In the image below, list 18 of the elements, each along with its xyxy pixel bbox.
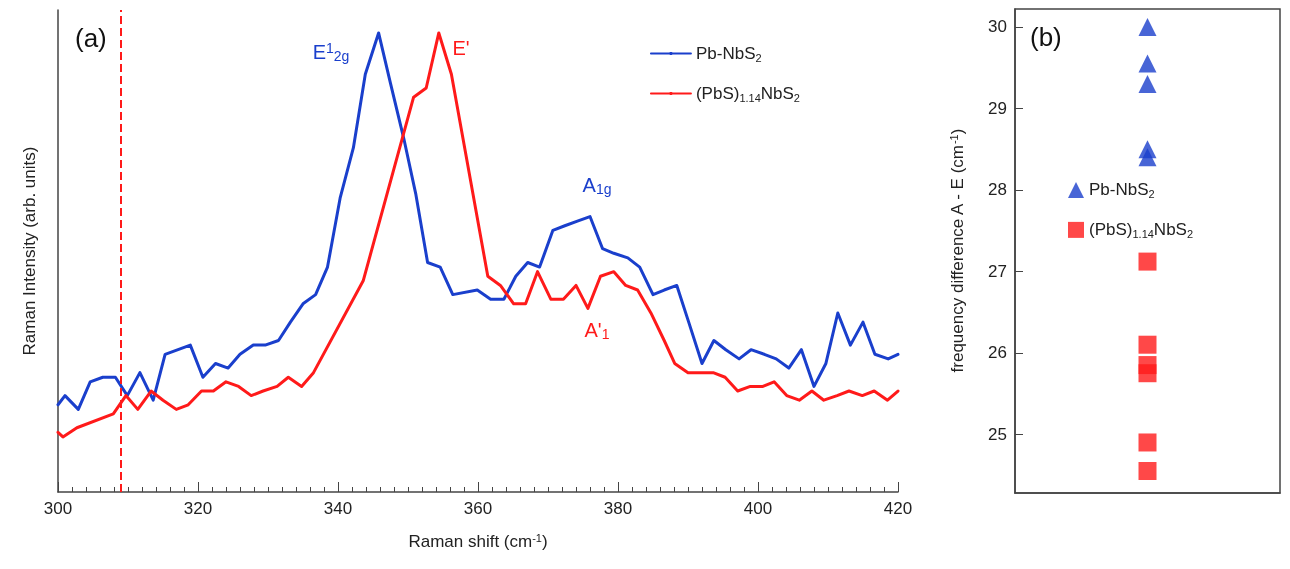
chart-title: (a) bbox=[75, 23, 107, 53]
x-tick-label: 320 bbox=[183, 499, 213, 518]
y-tick-label: 27 bbox=[988, 261, 1007, 281]
y-tick-label: 28 bbox=[988, 180, 1007, 200]
x-tick-label: 420 bbox=[883, 499, 913, 518]
x-tick-label: 380 bbox=[603, 499, 633, 518]
y-axis-title: frequency difference A - E (cm-1) bbox=[947, 128, 967, 373]
x-tick-label: 360 bbox=[463, 499, 493, 518]
x-tick-label: 300 bbox=[43, 499, 73, 518]
x-tick-label: 340 bbox=[323, 499, 353, 518]
x-tick-label: 400 bbox=[743, 499, 773, 518]
text: (b) bbox=[1030, 22, 1062, 52]
y-axis-title: Raman Intensity (arb. units) bbox=[20, 146, 39, 356]
y-tick-label: 25 bbox=[988, 424, 1007, 444]
y-tick-label: 29 bbox=[988, 98, 1007, 118]
annotation: E' bbox=[452, 37, 470, 59]
y-tick-label: 26 bbox=[988, 343, 1007, 363]
y-tick-label: 30 bbox=[988, 17, 1007, 37]
